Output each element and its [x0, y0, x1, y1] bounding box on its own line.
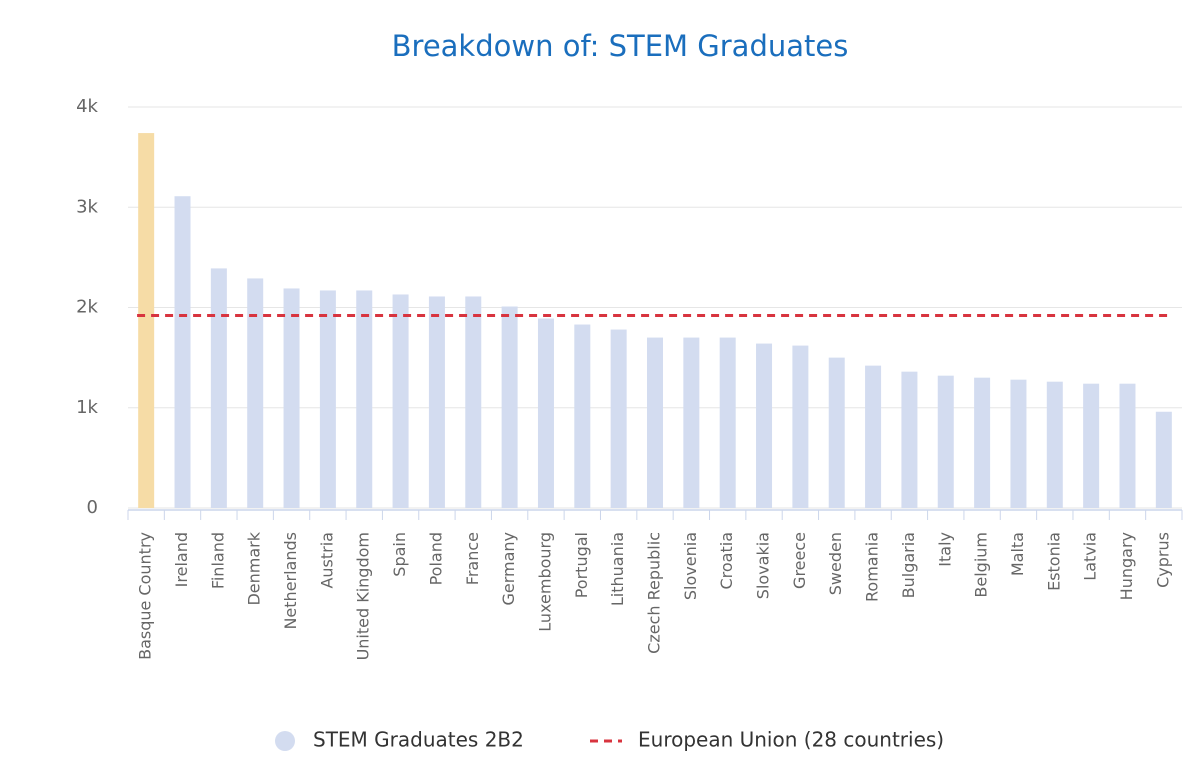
bar — [247, 278, 264, 508]
x-tick-label: Germany — [499, 532, 518, 606]
x-tick-label: Hungary — [1117, 532, 1136, 600]
x-tick-label: Netherlands — [281, 532, 300, 630]
x-tick-label: Italy — [935, 532, 954, 567]
x-tick-label: Bulgaria — [899, 532, 918, 598]
bar — [537, 318, 554, 508]
bar — [501, 306, 518, 508]
x-tick-label: Portugal — [572, 532, 591, 598]
bar — [610, 329, 627, 508]
chart-title: Breakdown of: STEM Graduates — [392, 29, 849, 63]
x-tick-label: France — [463, 532, 482, 585]
bar — [792, 345, 809, 508]
x-tick-label: Latvia — [1081, 532, 1100, 581]
x-tick-label: Poland — [426, 532, 445, 585]
x-tick-label: Croatia — [717, 532, 736, 590]
bar — [756, 343, 773, 508]
bar — [428, 296, 445, 508]
bar — [319, 290, 336, 508]
bar — [210, 268, 227, 508]
bar — [719, 337, 736, 508]
x-tick-label: Sweden — [826, 532, 845, 595]
bar — [1046, 381, 1063, 508]
bar — [1155, 411, 1172, 508]
legend-label: STEM Graduates 2B2 — [313, 728, 524, 752]
y-tick-label: 4k — [76, 96, 98, 117]
bar — [392, 294, 409, 508]
bar — [683, 337, 700, 508]
bar — [937, 375, 954, 508]
bar — [865, 365, 882, 508]
x-tick-label: Belgium — [972, 532, 991, 598]
bar — [138, 133, 155, 508]
y-tick-label: 3k — [76, 196, 98, 217]
y-tick-label: 1k — [76, 397, 98, 418]
x-tick-label: Malta — [1008, 532, 1027, 576]
y-tick-label: 0 — [87, 497, 98, 518]
bar — [647, 337, 663, 508]
bar — [828, 357, 845, 508]
x-tick-label: Austria — [317, 532, 336, 589]
x-tick-label: Ireland — [172, 532, 191, 587]
x-tick-label: Basque Country — [136, 532, 155, 660]
x-tick-label: Luxembourg — [535, 532, 554, 632]
x-tick-label: Finland — [208, 532, 227, 589]
bar — [574, 324, 591, 508]
bar — [1010, 379, 1027, 508]
legend-label: European Union (28 countries) — [638, 728, 944, 752]
x-tick-label: Slovakia — [754, 532, 773, 599]
bar — [465, 296, 482, 508]
x-tick-label: Greece — [790, 532, 809, 589]
bar — [283, 288, 300, 508]
x-tick-label: Slovenia — [681, 532, 700, 600]
x-tick-label: Romania — [863, 532, 882, 602]
x-tick-label: United Kingdom — [354, 532, 373, 660]
x-tick-label: Czech Republic — [645, 532, 664, 654]
bar — [174, 196, 191, 508]
bar — [1083, 383, 1100, 508]
bar — [356, 290, 373, 508]
bar — [1119, 383, 1136, 508]
x-tick-label: Lithuania — [608, 532, 627, 606]
x-tick-label: Spain — [390, 532, 409, 577]
legend-symbol — [275, 731, 295, 751]
x-tick-label: Estonia — [1044, 532, 1063, 591]
y-tick-label: 2k — [76, 297, 98, 318]
bar — [901, 371, 918, 508]
bar — [974, 377, 991, 508]
x-tick-label: Cyprus — [1153, 532, 1172, 588]
x-tick-label: Denmark — [245, 531, 264, 605]
